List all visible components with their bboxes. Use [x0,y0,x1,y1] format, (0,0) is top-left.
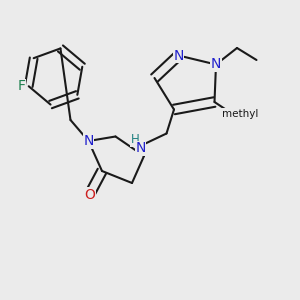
Text: O: O [85,188,95,202]
Text: F: F [17,79,25,93]
Text: N: N [173,49,184,62]
Text: methyl: methyl [222,109,258,119]
Text: N: N [135,142,146,155]
Text: H: H [130,133,140,146]
Text: N: N [83,134,94,148]
Text: N: N [211,58,221,71]
